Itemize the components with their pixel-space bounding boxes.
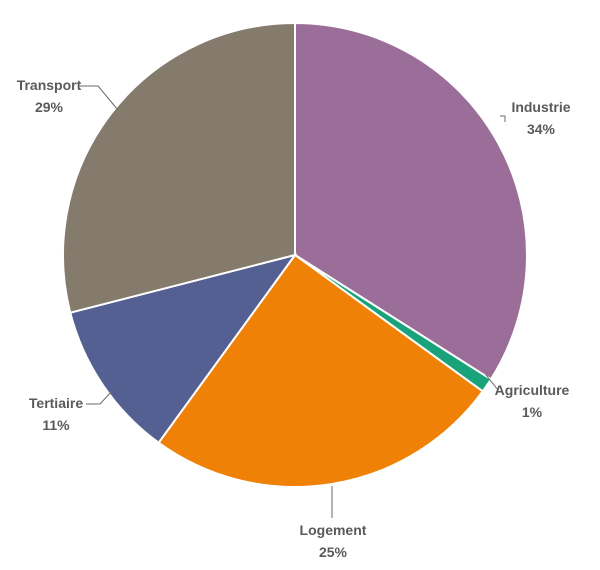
label-agriculture-value: 1% <box>522 404 543 420</box>
label-transport-value: 29% <box>35 99 64 115</box>
label-tertiaire-name: Tertiaire <box>29 395 83 411</box>
slice-tertiaire <box>69 253 298 445</box>
slice-industrie <box>294 21 528 381</box>
leader-lines <box>80 85 506 518</box>
slice-transport <box>62 21 296 314</box>
pie-slices <box>62 21 528 488</box>
leader-transport <box>80 85 119 111</box>
leader-agriculture <box>485 374 499 391</box>
label-industrie-value: 34% <box>527 121 556 137</box>
label-transport-name: Transport <box>17 77 82 93</box>
label-logement-name: Logement <box>300 522 367 538</box>
label-logement-value: 25% <box>319 544 348 560</box>
label-industrie-name: Industrie <box>511 99 570 115</box>
leader-tertiaire <box>86 389 114 405</box>
label-agriculture-name: Agriculture <box>495 382 570 398</box>
slice-logement <box>157 253 485 488</box>
leader-industrie <box>500 115 506 122</box>
label-tertiaire-value: 11% <box>42 417 70 433</box>
